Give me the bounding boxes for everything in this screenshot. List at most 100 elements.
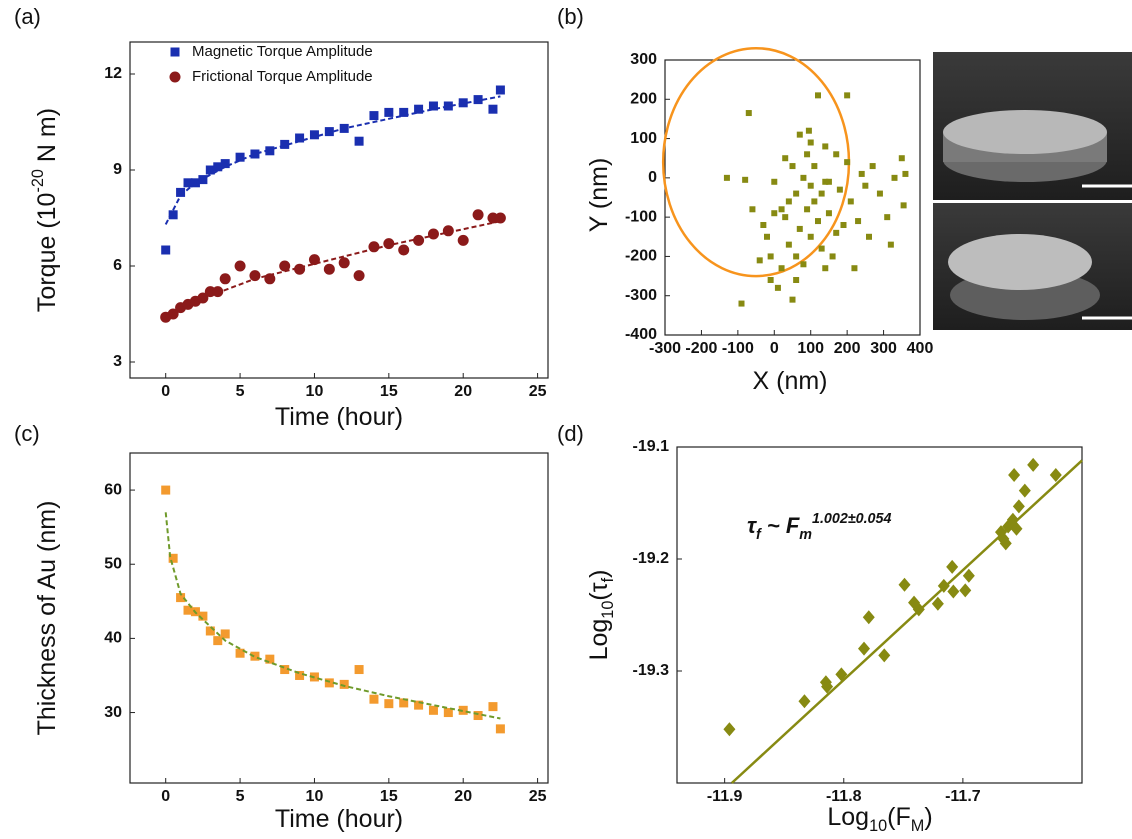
point bbox=[807, 139, 814, 146]
x-tick-label: 5 bbox=[236, 383, 245, 400]
point bbox=[398, 244, 410, 256]
text-part: ~ F bbox=[761, 513, 800, 538]
panel-label: (b) bbox=[557, 4, 584, 29]
point bbox=[876, 190, 883, 197]
y-tick-label: 60 bbox=[104, 481, 122, 498]
point bbox=[368, 241, 380, 253]
point bbox=[183, 178, 193, 188]
text-part: Thickness of Au (nm) bbox=[33, 501, 61, 736]
point bbox=[800, 174, 807, 181]
point bbox=[902, 170, 909, 177]
point bbox=[898, 577, 911, 592]
point bbox=[383, 238, 395, 250]
text-part: Torque (10 bbox=[33, 193, 61, 313]
point bbox=[999, 536, 1012, 551]
point bbox=[1008, 468, 1021, 482]
point bbox=[265, 654, 275, 664]
point bbox=[862, 182, 869, 189]
point bbox=[847, 198, 854, 205]
point bbox=[891, 174, 898, 181]
point bbox=[457, 234, 469, 246]
point bbox=[862, 610, 875, 625]
y-tick-label: 3 bbox=[113, 353, 122, 370]
point bbox=[723, 722, 736, 737]
point bbox=[774, 284, 781, 291]
point bbox=[473, 95, 483, 105]
y-tick-label: 50 bbox=[104, 555, 122, 572]
point bbox=[767, 277, 774, 283]
legend-label: Magnetic Torque Amplitude bbox=[192, 43, 373, 60]
x-tick-label: 20 bbox=[454, 788, 472, 805]
subscript: 10 bbox=[599, 601, 617, 619]
legend-marker bbox=[170, 47, 180, 57]
point bbox=[833, 151, 840, 158]
point bbox=[851, 265, 858, 272]
point bbox=[840, 222, 847, 228]
plot-frame bbox=[129, 452, 549, 784]
point bbox=[807, 182, 814, 189]
point bbox=[176, 593, 186, 603]
point bbox=[220, 629, 230, 639]
superscript: 1.002±0.054 bbox=[812, 511, 891, 527]
point bbox=[399, 698, 409, 708]
point bbox=[858, 641, 871, 656]
point bbox=[782, 214, 789, 221]
point bbox=[785, 198, 792, 205]
y-tick-label: -19.1 bbox=[633, 438, 670, 455]
point bbox=[778, 206, 785, 213]
y-axis-label: Thickness of Au (nm) bbox=[33, 501, 61, 736]
legend-marker bbox=[169, 71, 181, 83]
annotation: τf ~ Fm1.002±0.054 bbox=[747, 511, 891, 543]
particle-top bbox=[943, 110, 1107, 154]
fit-line bbox=[730, 459, 1083, 784]
point bbox=[829, 253, 836, 260]
fit-line bbox=[164, 95, 501, 225]
point bbox=[822, 178, 829, 185]
fit-line bbox=[165, 220, 501, 319]
point bbox=[825, 178, 832, 185]
point bbox=[815, 92, 821, 99]
text-part: Time (hour) bbox=[275, 403, 403, 431]
point bbox=[338, 257, 350, 269]
point bbox=[811, 198, 818, 205]
x-tick-label: 25 bbox=[529, 788, 547, 805]
point bbox=[767, 253, 774, 260]
point bbox=[219, 273, 231, 285]
text-part: τ bbox=[747, 513, 757, 538]
x-tick-label: 10 bbox=[306, 788, 324, 805]
point bbox=[805, 127, 812, 134]
point bbox=[353, 270, 365, 282]
point bbox=[279, 260, 291, 272]
point bbox=[785, 241, 792, 248]
fit-line bbox=[164, 512, 501, 720]
point bbox=[760, 222, 767, 228]
x-tick-label: 15 bbox=[380, 383, 398, 400]
point bbox=[793, 190, 800, 197]
point bbox=[428, 705, 438, 715]
x-tick-label: 200 bbox=[834, 340, 861, 357]
point bbox=[819, 675, 832, 690]
point bbox=[878, 648, 891, 663]
point bbox=[796, 225, 803, 232]
point bbox=[807, 233, 814, 240]
legend-label: Frictional Torque Amplitude bbox=[192, 68, 373, 85]
x-tick-label: 25 bbox=[529, 383, 547, 400]
text-part: N m) bbox=[33, 108, 61, 169]
point bbox=[822, 265, 829, 272]
y-tick-label: -200 bbox=[625, 248, 657, 265]
point bbox=[183, 605, 193, 615]
x-tick-label: -100 bbox=[722, 340, 754, 357]
point bbox=[161, 485, 171, 495]
point bbox=[168, 553, 178, 563]
point bbox=[898, 155, 905, 162]
point bbox=[822, 143, 829, 150]
y-tick-label: 100 bbox=[630, 130, 657, 147]
point bbox=[264, 273, 276, 285]
y-tick-label: 12 bbox=[104, 65, 122, 82]
x-tick-label: 0 bbox=[161, 383, 170, 400]
y-tick-label: 300 bbox=[630, 51, 657, 68]
point bbox=[825, 210, 832, 217]
x-tick-label: 400 bbox=[907, 340, 934, 357]
point bbox=[369, 111, 379, 121]
y-tick-label: 40 bbox=[104, 630, 122, 647]
